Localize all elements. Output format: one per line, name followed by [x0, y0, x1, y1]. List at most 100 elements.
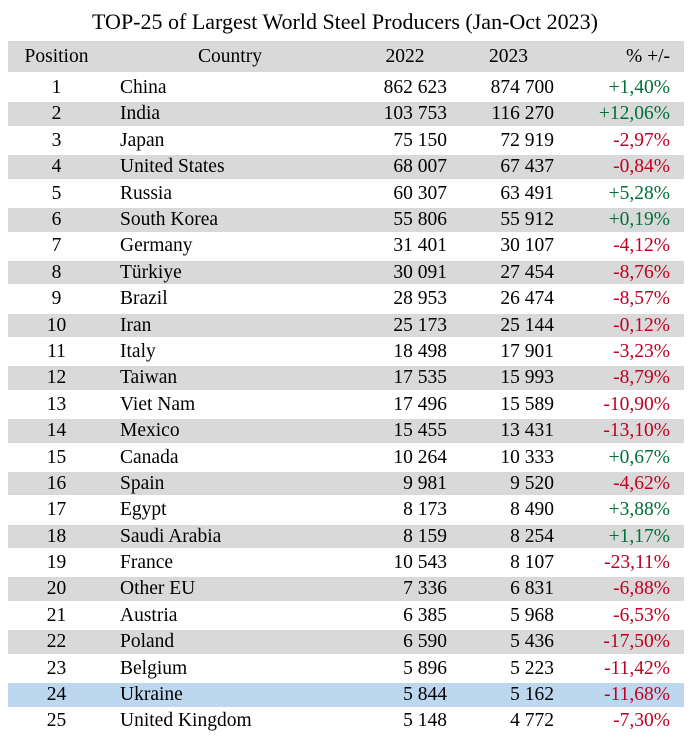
table-row: 23 Belgium 5 896 5 223 -11,42%	[8, 656, 684, 681]
country-cell: Iran	[120, 314, 152, 336]
table-row: 21 Austria 6 385 5 968 -6,53%	[8, 603, 684, 628]
position-cell: 22	[46, 631, 67, 653]
value-2023-cell: 6 831	[510, 578, 554, 600]
value-2023-cell: 116 270	[491, 103, 554, 125]
value-2022-cell: 17 496	[393, 393, 447, 415]
table-row: 19 France 10 543 8 107 -23,11%	[8, 551, 684, 575]
country-cell: Canada	[120, 446, 179, 468]
value-2023-cell: 13 431	[500, 420, 554, 442]
position-cell: 23	[46, 657, 67, 679]
change-cell: +1,40%	[608, 77, 670, 99]
country-cell: Mexico	[120, 420, 180, 442]
position-cell: 25	[46, 710, 67, 732]
country-cell: France	[120, 552, 174, 574]
change-cell: -8,76%	[613, 261, 670, 283]
value-2022-cell: 75 150	[393, 129, 447, 151]
table-row: 17 Egypt 8 173 8 490 +3,88%	[8, 498, 684, 522]
page-title: TOP-25 of Largest World Steel Producers …	[92, 9, 598, 34]
table-row: 20 Other EU 7 336 6 831 -6,88%	[8, 577, 684, 602]
country-cell: Poland	[120, 631, 175, 653]
table-row: 8 Türkiye 30 091 27 454 -8,76%	[8, 260, 684, 285]
value-2022-cell: 60 307	[393, 182, 447, 204]
value-2023-cell: 5 968	[510, 604, 554, 626]
value-2022-cell: 25 173	[393, 314, 447, 336]
change-cell: +3,88%	[608, 499, 670, 521]
change-cell: -8,57%	[613, 288, 670, 310]
value-2022-cell: 5 896	[403, 657, 447, 679]
table-row: 5 Russia 60 307 63 491 +5,28%	[8, 181, 684, 206]
value-2023-cell: 30 107	[500, 235, 554, 257]
country-cell: Russia	[120, 182, 173, 204]
country-cell: Austria	[120, 604, 178, 626]
change-cell: -17,50%	[603, 631, 670, 653]
country-cell: Italy	[120, 340, 156, 362]
table-row: 2 India 103 753 116 270 +12,06%	[8, 102, 684, 126]
value-2022-cell: 862 623	[383, 77, 447, 99]
value-2023-cell: 26 474	[500, 288, 554, 310]
change-cell: -10,90%	[603, 393, 670, 415]
position-cell: 19	[46, 552, 67, 574]
value-2023-cell: 55 912	[500, 209, 554, 230]
value-2022-cell: 6 385	[403, 604, 447, 626]
change-cell: -13,10%	[603, 420, 670, 442]
change-cell: -4,12%	[613, 235, 670, 257]
table-row: 16 Spain 9 981 9 520 -4,62%	[8, 471, 684, 496]
position-cell: 18	[46, 525, 67, 547]
table-row: 14 Mexico 15 455 13 431 -13,10%	[8, 419, 684, 443]
change-cell: +12,06%	[598, 103, 670, 125]
table-row: 12 Taiwan 17 535 15 993 -8,79%	[8, 366, 684, 390]
table-body: 1 China 862 623 874 700 +1,40% 2 India 103 753 1…	[8, 76, 684, 733]
value-2022-cell: 5 148	[403, 710, 447, 732]
change-cell: -6,88%	[613, 578, 670, 600]
change-cell: -6,53%	[613, 604, 670, 626]
value-2022-cell: 9 981	[403, 472, 447, 494]
country-cell: Taiwan	[120, 367, 178, 389]
value-2022-cell: 5 844	[403, 684, 447, 706]
position-cell: 4	[51, 156, 62, 178]
position-cell: 10	[46, 314, 67, 336]
value-2022-cell: 8 159	[403, 525, 447, 547]
position-cell: 12	[46, 367, 67, 389]
change-cell: -3,23%	[613, 340, 670, 362]
change-cell: +1,17%	[608, 525, 670, 547]
table-row: 3 Japan 75 150 72 919 -2,97%	[8, 128, 684, 153]
change-cell: -11,68%	[604, 684, 670, 706]
table-row: 4 United States 68 007 67 437 -0,84%	[8, 155, 684, 179]
value-2022-cell: 18 498	[393, 340, 447, 362]
table-row: 1 China 862 623 874 700 +1,40%	[8, 76, 684, 100]
position-cell: 13	[46, 393, 67, 415]
country-cell: Germany	[120, 235, 193, 257]
value-2023-cell: 15 993	[500, 367, 554, 389]
country-cell: Ukraine	[120, 684, 183, 706]
position-cell: 2	[51, 103, 62, 125]
country-cell: United States	[120, 156, 225, 178]
value-2022-cell: 10 543	[393, 552, 447, 574]
column-header-country: Country	[198, 45, 262, 67]
column-header-2022: 2022	[385, 45, 425, 67]
country-cell: China	[120, 77, 167, 99]
value-2022-cell: 30 091	[393, 261, 447, 283]
value-2023-cell: 8 107	[510, 552, 554, 574]
country-cell: Brazil	[120, 288, 168, 310]
country-cell: Spain	[120, 472, 165, 494]
country-cell: Belgium	[120, 657, 188, 679]
position-cell: 17	[46, 499, 67, 521]
column-header-position: Position	[24, 45, 89, 67]
country-cell: India	[120, 103, 161, 125]
country-cell: Türkiye	[120, 261, 182, 283]
country-cell: Egypt	[120, 499, 167, 521]
column-header-2023: 2023	[489, 45, 528, 67]
position-cell: 3	[51, 129, 62, 151]
value-2023-cell: 10 333	[500, 446, 554, 468]
value-2023-cell: 8 490	[510, 499, 554, 521]
value-2023-cell: 17 901	[500, 340, 554, 362]
value-2022-cell: 55 806	[393, 209, 447, 230]
value-2022-cell: 103 753	[383, 103, 447, 125]
country-cell: Other EU	[120, 578, 196, 600]
value-2023-cell: 72 919	[500, 129, 554, 151]
value-2022-cell: 7 336	[403, 578, 447, 600]
value-2023-cell: 874 700	[490, 77, 554, 99]
change-cell: +0,67%	[608, 446, 670, 468]
position-cell: 21	[46, 604, 67, 626]
